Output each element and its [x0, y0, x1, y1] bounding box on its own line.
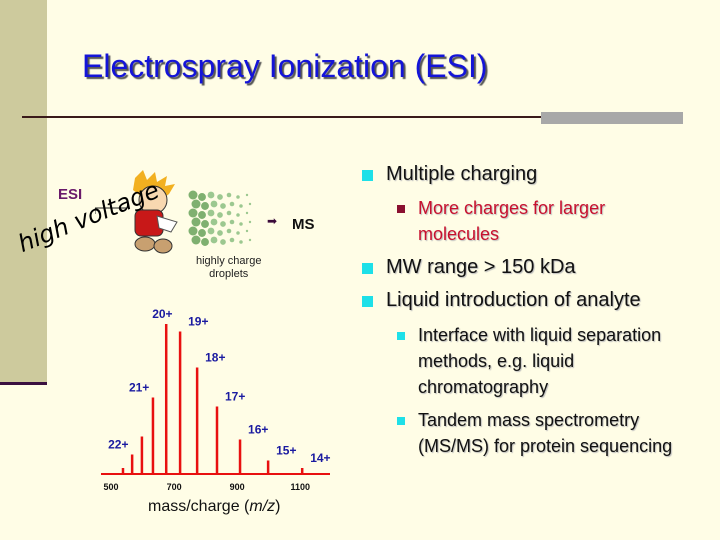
droplet	[207, 209, 215, 217]
droplet	[239, 222, 243, 226]
peak-label: 14+	[310, 451, 330, 465]
sidebar-band	[0, 0, 47, 382]
x-tick-label: 900	[230, 482, 245, 492]
slide-title: Electrospray Ionization (ESI)	[82, 48, 488, 84]
droplets-spray-icon	[188, 190, 252, 246]
peak-label: 22+	[108, 438, 128, 452]
droplet	[236, 195, 240, 199]
bullet-multiple-charging: Multiple charging	[386, 163, 538, 185]
bullet-mw-range: MW range > 150 kDa	[386, 256, 576, 278]
droplet	[191, 199, 201, 209]
x-tick-label: 1100	[291, 482, 311, 492]
droplet	[207, 227, 215, 235]
peak-label: 16+	[248, 423, 268, 437]
droplet	[201, 202, 209, 210]
droplets-label: highly charge droplets	[196, 255, 261, 281]
peak-label: 18+	[205, 351, 225, 365]
droplet	[220, 221, 226, 227]
droplet	[201, 238, 209, 246]
droplet	[217, 230, 223, 236]
bullet-icon	[362, 296, 373, 307]
sub-bullet-more-charges: More charges for larger molecules	[418, 198, 606, 244]
sidebar-divider	[0, 382, 47, 385]
droplet	[239, 240, 243, 244]
x-tick-label: 500	[103, 482, 118, 492]
cartoon-character-illustration	[95, 170, 178, 254]
ms-label: MS	[292, 216, 315, 233]
droplet	[248, 238, 252, 242]
bullet-icon	[362, 263, 373, 274]
sub-bullet-interface: Interface with liquid separation methods…	[418, 325, 662, 397]
x-axis-label-italic: m/z	[249, 498, 276, 515]
title-rule-block	[541, 112, 683, 124]
droplets-label-line2: droplets	[209, 268, 249, 280]
droplet	[217, 194, 223, 200]
droplet	[248, 202, 252, 206]
droplet	[188, 208, 198, 218]
droplet	[220, 203, 226, 209]
droplet	[210, 218, 218, 226]
droplet	[226, 210, 232, 216]
droplet	[210, 236, 218, 244]
droplet	[245, 211, 249, 215]
droplet	[229, 201, 235, 207]
title-rule	[22, 116, 542, 118]
x-axis-label-suffix: )	[275, 498, 281, 515]
droplets-label-line1: highly charge	[196, 255, 262, 267]
sub-bullet-icon	[397, 417, 405, 425]
droplet	[229, 219, 235, 225]
bullet-icon	[362, 170, 373, 181]
droplet	[201, 220, 209, 228]
peak-label: 15+	[276, 444, 296, 458]
droplet	[236, 231, 240, 235]
droplet	[236, 213, 240, 217]
peak-label: 21+	[129, 381, 149, 395]
droplet	[229, 237, 235, 243]
sub-bullet-icon	[397, 205, 405, 213]
x-tick-label: 700	[167, 482, 182, 492]
x-axis-label: mass/charge (m/z)	[148, 498, 280, 516]
droplet	[220, 239, 226, 245]
peak-label: 19+	[188, 315, 208, 329]
droplet	[245, 229, 249, 233]
peak-label: 20+	[152, 307, 172, 321]
esi-label: ESI	[58, 186, 83, 203]
droplet	[207, 191, 215, 199]
droplet	[198, 193, 206, 201]
sub-bullet-tandem: Tandem mass spectrometry (MS/MS) for pro…	[418, 410, 673, 456]
droplet	[217, 212, 223, 218]
droplet	[226, 192, 232, 198]
sub-bullet-icon	[397, 332, 405, 340]
droplet	[239, 204, 243, 208]
droplet	[245, 193, 249, 197]
droplet	[188, 226, 198, 236]
x-axis-label-prefix: mass/charge (	[148, 498, 250, 515]
right-arrow-icon: ➡	[267, 214, 278, 228]
droplet	[191, 235, 201, 245]
droplet	[210, 200, 218, 208]
droplet	[226, 228, 232, 234]
peak-label: 17+	[225, 390, 245, 404]
droplet	[198, 211, 206, 219]
bullet-liquid-introduction: Liquid introduction of analyte	[386, 289, 641, 311]
droplet	[198, 229, 206, 237]
droplet	[191, 217, 201, 227]
droplet	[248, 220, 252, 224]
droplet	[188, 190, 198, 200]
